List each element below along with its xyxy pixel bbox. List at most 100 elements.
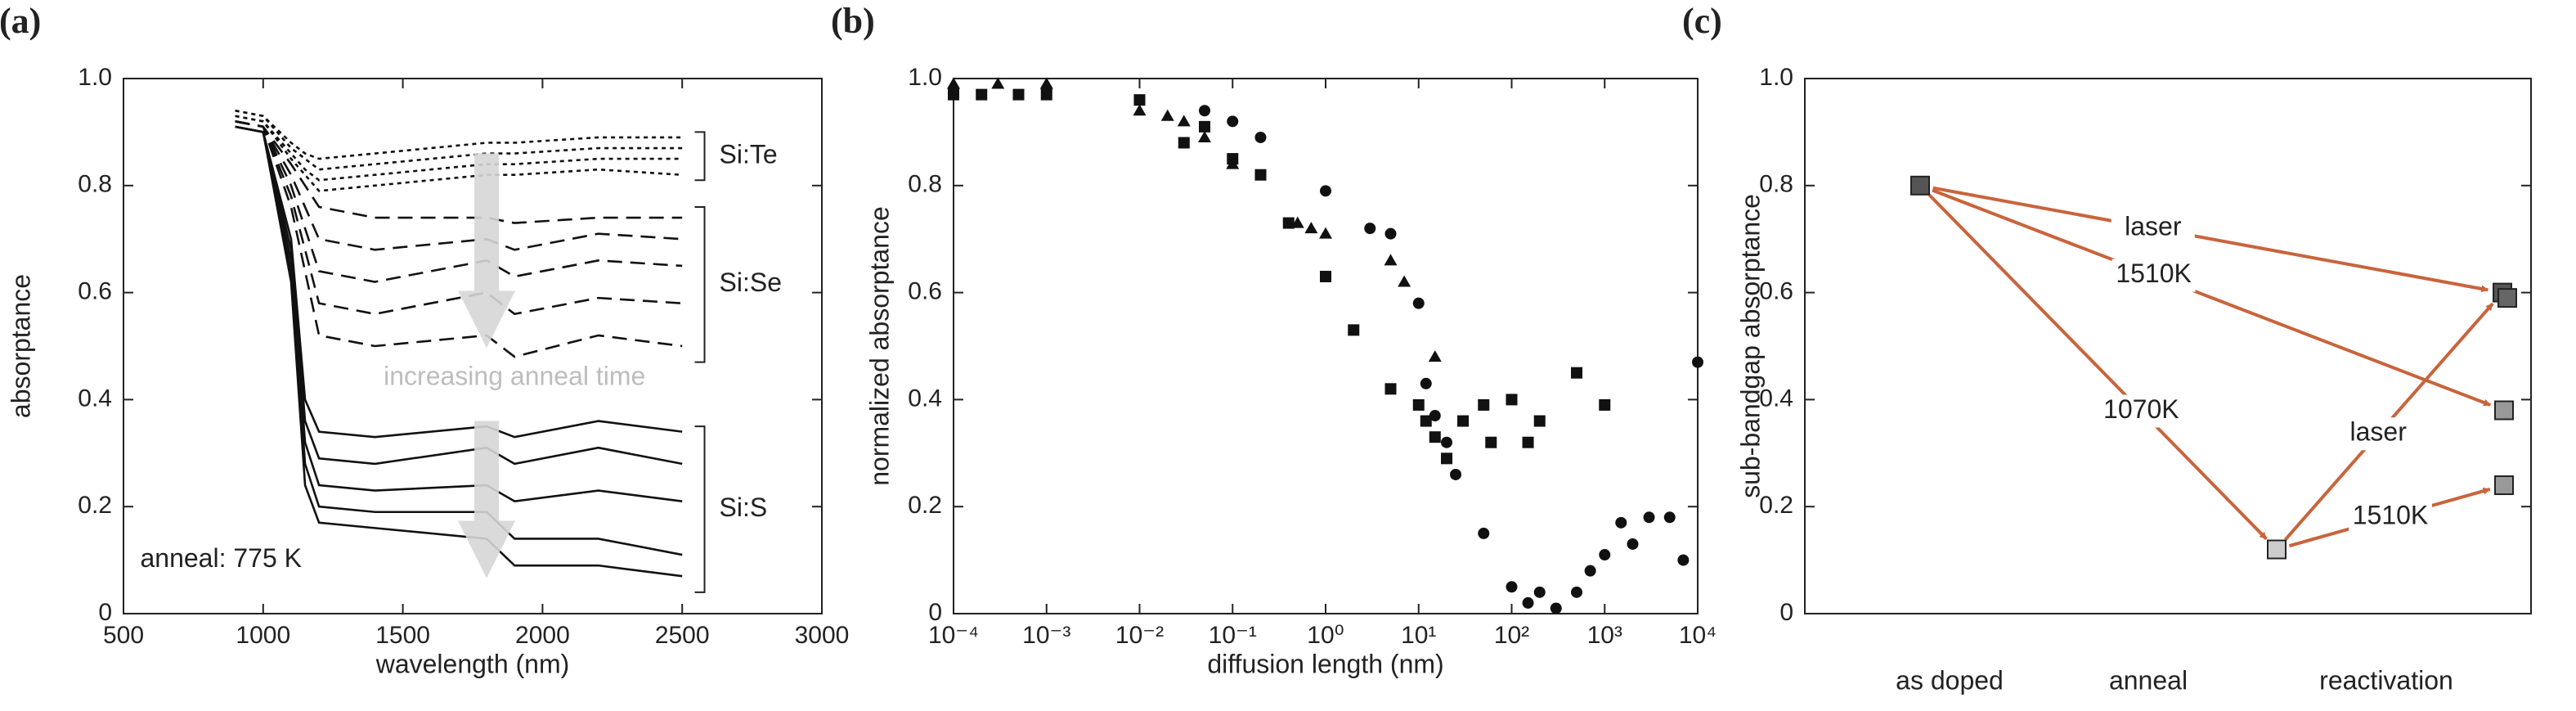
x-tick-label: 10⁻² [1115,622,1164,649]
arrow-label-bg [2336,417,2421,451]
arrow-label-bg [2112,259,2196,292]
arrow-label-bg [2349,501,2432,534]
x-axis-label: diffusion length (nm) [1207,649,1443,678]
y-tick-label: 0 [98,599,112,626]
arrow-label: laser [2125,212,2182,241]
spectrum-line [235,125,683,556]
square-marker [1429,431,1441,443]
x-tick-label: 10² [1494,622,1529,649]
circle-marker [1599,549,1611,561]
transition-arrow [1932,188,2492,407]
triangle-marker [1160,109,1174,121]
annotation: anneal: 775 K [140,543,302,573]
bracket [694,425,706,593]
triangle-marker [1226,157,1240,169]
y-tick-label: 0.8 [1759,171,1793,198]
square-marker [1420,415,1432,427]
x-tick-label: 10⁻³ [1022,622,1070,649]
bracket [694,131,706,182]
y-tick-label: 1.0 [1759,64,1793,91]
triangle-marker [1039,77,1053,89]
panel-label: (b) [831,1,875,41]
spectrum-line [235,120,683,358]
triangle-marker [1428,350,1442,362]
square-marker [1478,398,1490,411]
circle-marker [1584,565,1596,577]
category-label: anneal [2109,665,2188,695]
square-marker [1457,415,1470,427]
spectrum-line [235,125,683,439]
x-tick-label: 10¹ [1401,622,1436,649]
triangle-marker [1290,216,1304,228]
x-tick-label: 10⁻¹ [1209,622,1257,649]
square-marker [1506,394,1518,406]
circle-marker [1643,511,1655,524]
y-tick-label: 0.4 [908,385,942,412]
state-marker [2494,475,2514,496]
x-tick-label: 500 [103,622,144,649]
circle-marker [1199,105,1211,117]
x-tick-label: 1500 [375,622,430,649]
circle-marker [1384,227,1397,240]
square-marker [1571,367,1583,379]
circle-marker [1450,468,1462,480]
y-axis-label: sub-bandgap absorptance [1735,194,1765,498]
circle-marker [1692,356,1703,368]
square-marker [1522,436,1534,448]
y-tick-label: 0.6 [78,278,112,305]
y-axis-label: absorptance [6,274,35,418]
arrow-label: 1510K [2116,259,2192,288]
circle-marker [1254,131,1267,143]
circle-marker [1571,586,1583,598]
x-tick-label: 10⁻⁴ [928,622,979,649]
state-marker [2494,400,2514,421]
y-tick-label: 0.2 [1759,492,1793,519]
spectrum-line [235,115,683,182]
spectrum-line [235,120,683,283]
square-marker [1282,217,1295,229]
x-tick-label: 2500 [655,622,710,649]
y-tick-label: 0 [1779,599,1793,626]
bracket [694,205,706,363]
square-marker [1133,94,1146,106]
x-tick-label: 10⁰ [1307,622,1344,649]
square-marker [1178,137,1190,149]
circle-marker [1506,581,1518,593]
state-marker [2497,288,2517,308]
y-tick-label: 0 [928,599,942,626]
group-label: Si:Se [720,268,782,297]
circle-marker [1364,223,1376,235]
y-axis-label: normalized absorptance [864,206,894,486]
circle-marker [1533,586,1546,598]
x-tick-label: 1000 [236,622,290,649]
y-tick-label: 0.2 [908,492,942,519]
square-marker [1533,415,1546,427]
plot-frame [953,78,1699,614]
circle-marker [1478,527,1490,539]
square-marker [1348,324,1360,336]
y-tick-label: 0.6 [908,278,942,305]
y-tick-label: 0.4 [1759,385,1793,412]
x-tick-label: 3000 [795,622,850,649]
circle-marker [1429,410,1441,422]
triangle-marker [1304,222,1318,234]
transition-arrow [1928,193,2268,541]
spectrum-line [235,120,683,316]
spectrum-line [235,109,683,171]
state-marker [1910,175,1930,196]
triangle-marker [947,77,960,89]
panel-label: (c) [1682,1,1722,41]
plot-frame [123,78,823,614]
spectrum-line [235,125,683,466]
x-axis-label: wavelength (nm) [375,649,570,678]
square-marker [1199,120,1211,133]
circle-marker [1420,377,1432,389]
y-tick-label: 0.6 [1759,278,1793,305]
square-marker [1412,398,1425,411]
x-tick-label: 2000 [515,622,570,649]
panel-label: (a) [0,1,41,41]
triangle-marker [1398,275,1411,287]
square-marker [1599,398,1611,411]
